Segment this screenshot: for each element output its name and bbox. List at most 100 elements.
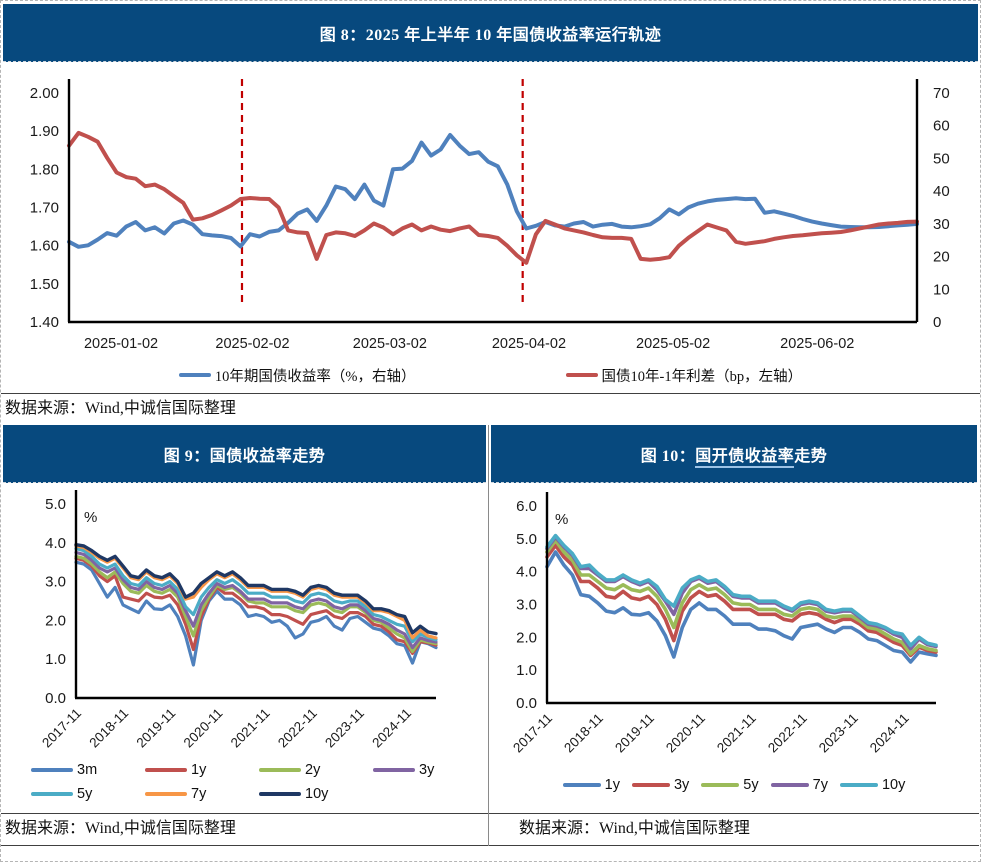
x-axis-tick-label: 2019-11: [612, 711, 657, 756]
x-axis-tick-label: 2023-11: [816, 711, 861, 756]
y-axis-tick-label: 5.0: [45, 496, 66, 513]
y-axis-tick-label: 5.0: [516, 531, 537, 548]
figure9-panel: 图 9：国债收益率走势 5.0 4.0 3.0 2.0 1.0 0.0% 2017-11 20…: [1, 425, 489, 846]
figure9-source: 数据来源：Wind,中诚信国际整理: [1, 813, 488, 846]
x-axis-tick-label: 2025-02-02: [215, 336, 289, 352]
y-axis-tick-label: 1.40: [30, 314, 59, 331]
legend-label: 5y: [77, 786, 93, 802]
figure10-legend: 1y 3y 5y 7y 10y: [489, 756, 979, 813]
y-axis-tick-label: 6.0: [516, 498, 537, 515]
y-axis-tick-label: 0.0: [516, 695, 537, 712]
legend-label: 1y: [604, 776, 620, 793]
series-line-1y: [74, 556, 438, 655]
y-axis-tick-label: 1.90: [30, 123, 59, 140]
legend-label: 1y: [191, 762, 207, 778]
legend-item-1y: 1y: [562, 776, 620, 793]
figure8-legend: 10年期国债收益率（%，右轴） 国债10年-1年利差（bp，左轴）: [1, 357, 980, 393]
y-axis-right-tick-label: 0: [933, 314, 941, 331]
legend-item-3m: 3m: [31, 762, 145, 778]
legend-item-5y: 5y: [31, 786, 145, 802]
x-axis-tick-label: 2022-11: [765, 711, 810, 756]
y-axis-tick-label: 2.00: [30, 85, 59, 102]
legend-marker-3y: [631, 782, 670, 787]
x-axis-tick-label: 2025-05-02: [636, 336, 710, 352]
x-axis-tick-label: 2021-11: [714, 711, 759, 756]
legend-label: 7y: [191, 786, 207, 802]
legend-marker-3y: [373, 768, 415, 772]
figure9-title-banner: 图 9：国债收益率走势: [3, 425, 486, 483]
x-axis-tick-label: 2017-11: [510, 711, 555, 756]
legend-label: 3y: [419, 762, 435, 778]
figure10-source: 数据来源：Wind,中诚信国际整理: [489, 813, 979, 846]
y-axis-tick-label: 1.50: [30, 276, 59, 293]
legend-item-3y: 3y: [373, 762, 487, 778]
x-axis-tick-label: 2025-03-02: [353, 336, 427, 352]
y-axis-right-tick-label: 30: [933, 216, 950, 233]
series-line-1y: [545, 550, 938, 664]
series-line-3y: [74, 550, 438, 650]
y-axis-tick-label: 4.0: [516, 564, 537, 581]
legend-marker-1y: [145, 768, 187, 772]
x-axis-tick-label: 2017-11: [39, 706, 84, 751]
figure9-title: 图 9：国债收益率走势: [163, 447, 326, 465]
legend-marker-10年期国债收益率（%，右轴）: [178, 373, 211, 377]
x-axis-tick-label: 2020-11: [181, 706, 226, 751]
legend-item-国债10年-1年利差（bp，左轴）: 国债10年-1年利差（bp，左轴）: [565, 365, 803, 386]
series-line-5y: [74, 546, 438, 644]
y-axis-right-tick-label: 60: [933, 118, 950, 135]
figure9-legend: 3m 1y 2y 3y 5y 7y 10y: [1, 756, 488, 813]
figure10-title-suffix: 走势: [794, 447, 828, 465]
legend-marker-国债10年-1年利差（bp，左轴）: [565, 373, 598, 377]
series-line-10y: [74, 543, 438, 636]
legend-item-10年期国债收益率（%，右轴）: 10年期国债收益率（%，右轴）: [178, 365, 416, 386]
series-line-3y: [545, 543, 938, 658]
x-axis-tick-label: 2025-01-02: [84, 336, 158, 352]
x-axis-tick-label: 2025-06-02: [780, 336, 854, 352]
x-axis-tick-label: 2021-11: [228, 706, 273, 751]
x-axis-tick-label: 2022-11: [275, 706, 320, 751]
figure10-title-link[interactable]: 国开债收益率: [695, 447, 795, 468]
x-axis-tick-label: 2020-11: [663, 711, 708, 756]
x-axis-tick-label: 2024-11: [867, 711, 912, 756]
legend-label: 3y: [673, 776, 690, 793]
legend-label: 2y: [305, 762, 321, 778]
figure8-panel: 图 8：2025 年上半年 10 年国债收益率运行轨迹 2.00 1.90 1.80…: [1, 4, 980, 425]
legend-label: 10年期国债收益率（%，右轴）: [214, 368, 416, 385]
bottom-figures-row: 图 9：国债收益率走势 5.0 4.0 3.0 2.0 1.0 0.0% 2017-11 20…: [1, 425, 980, 846]
y-axis-right-tick-label: 40: [933, 183, 950, 200]
figure10-title-banner: 图 10：国开债收益率走势: [491, 425, 977, 483]
x-axis-tick-label: 2025-04-02: [492, 336, 566, 352]
legend-label: 10y: [881, 776, 906, 793]
legend-marker-5y: [31, 792, 73, 796]
y-axis-tick-label: 1.80: [30, 161, 59, 178]
legend-label: 3m: [77, 762, 98, 778]
y-axis-unit-label: %: [84, 509, 97, 526]
figure8-title-banner: 图 8：2025 年上半年 10 年国债收益率运行轨迹: [3, 4, 978, 62]
y-axis-tick-label: 4.0: [45, 535, 66, 552]
series-line-5y: [545, 538, 938, 656]
legend-item-7y: 7y: [145, 786, 259, 802]
y-axis-tick-label: 1.60: [30, 238, 59, 255]
series-line-10年期国债收益率（%，右轴）: [67, 133, 919, 249]
series-line-10y: [545, 533, 938, 648]
figure9-chart: 5.0 4.0 3.0 2.0 1.0 0.0% 2017-11 2018-11 2019-11…: [39, 490, 438, 751]
y-axis-tick-label: 3.0: [45, 574, 66, 591]
y-axis-tick-label: 0.0: [45, 690, 66, 707]
legend-label: 国债10年-1年利差（bp，左轴）: [601, 368, 803, 385]
y-axis-tick-label: 2.0: [516, 629, 537, 646]
x-axis-tick-label: 2018-11: [86, 706, 131, 751]
legend-label: 10y: [305, 786, 329, 802]
x-axis-tick-label: 2024-11: [369, 706, 414, 751]
figure10-panel: 图 10：国开债收益率走势 6.0 5.0 4.0 3.0 2.0 1.0 0.0% 2017…: [489, 425, 979, 846]
legend-marker-2y: [259, 768, 301, 772]
legend-marker-5y: [701, 782, 740, 787]
legend-item-3y: 3y: [631, 776, 690, 793]
y-axis-tick-label: 3.0: [516, 597, 537, 614]
x-axis-tick-label: 2018-11: [561, 711, 606, 756]
figure8-chart: 2.00 1.90 1.80 1.70 1.60 1.50 1.40 70 60 50 40 30 20…: [30, 79, 950, 352]
legend-marker-10y: [259, 792, 301, 796]
legend-marker-7y: [770, 782, 809, 787]
series-line-2y: [74, 554, 438, 653]
series-line-3m: [74, 560, 438, 667]
